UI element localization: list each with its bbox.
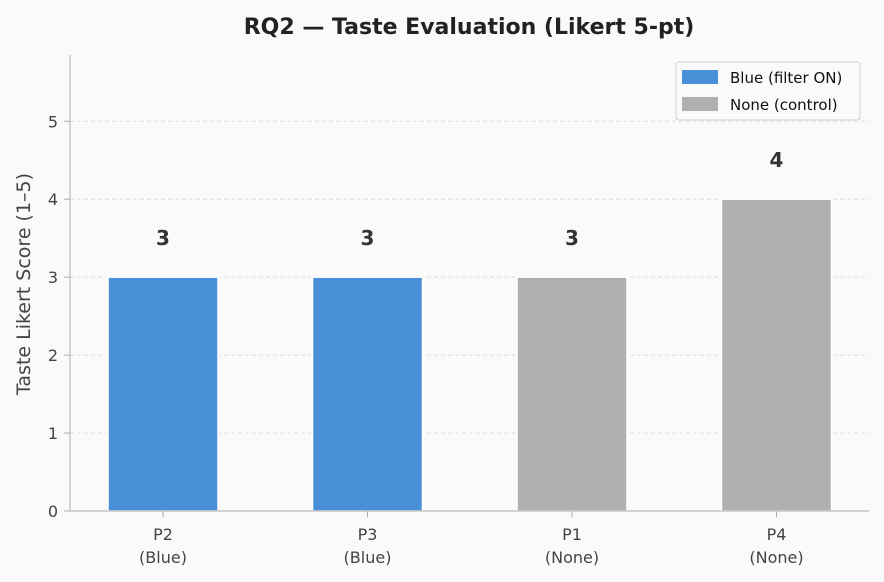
- data-label: 3: [565, 226, 579, 250]
- x-tick-label: P4: [767, 525, 787, 544]
- bar: [107, 276, 219, 512]
- data-label: 3: [361, 226, 375, 250]
- legend-frame: [675, 61, 861, 121]
- y-axis-label: Taste Likert Score (1–5): [13, 173, 35, 396]
- x-tick-sublabel: (None): [545, 548, 599, 567]
- x-tick-label: P3: [358, 525, 378, 544]
- y-tick-label: 0: [48, 502, 58, 521]
- x-tick-sublabel: (None): [749, 548, 803, 567]
- x-tick-sublabel: (Blue): [139, 548, 187, 567]
- y-tick-label: 4: [48, 190, 58, 209]
- bars: [107, 198, 833, 512]
- legend-swatch-none: [682, 97, 718, 111]
- y-tick-label: 2: [48, 346, 58, 365]
- data-label: 3: [156, 226, 170, 250]
- data-labels: 3 3 3 4: [156, 148, 783, 250]
- chart-title: RQ2 — Taste Evaluation (Likert 5-pt): [244, 15, 695, 40]
- y-tick-label: 5: [48, 112, 58, 131]
- x-tick-sublabel: (Blue): [344, 548, 392, 567]
- legend-label-none: None (control): [730, 96, 838, 114]
- y-tick-label: 1: [48, 424, 58, 443]
- bar: [516, 276, 628, 512]
- legend: Blue (filter ON) None (control): [675, 61, 861, 121]
- bar: [311, 276, 424, 512]
- legend-label-blue: Blue (filter ON): [730, 69, 842, 87]
- bar: [720, 198, 833, 512]
- x-tick-label: P2: [153, 525, 173, 544]
- axes: 0 1 2 3 4 5 P2 (Blue) P3 (Blue) P1 (None) P4 (None): [48, 55, 869, 567]
- y-tick-label: 3: [48, 268, 58, 287]
- x-tick-label: P1: [562, 525, 582, 544]
- data-label: 4: [770, 148, 784, 172]
- legend-swatch-blue: [682, 70, 718, 84]
